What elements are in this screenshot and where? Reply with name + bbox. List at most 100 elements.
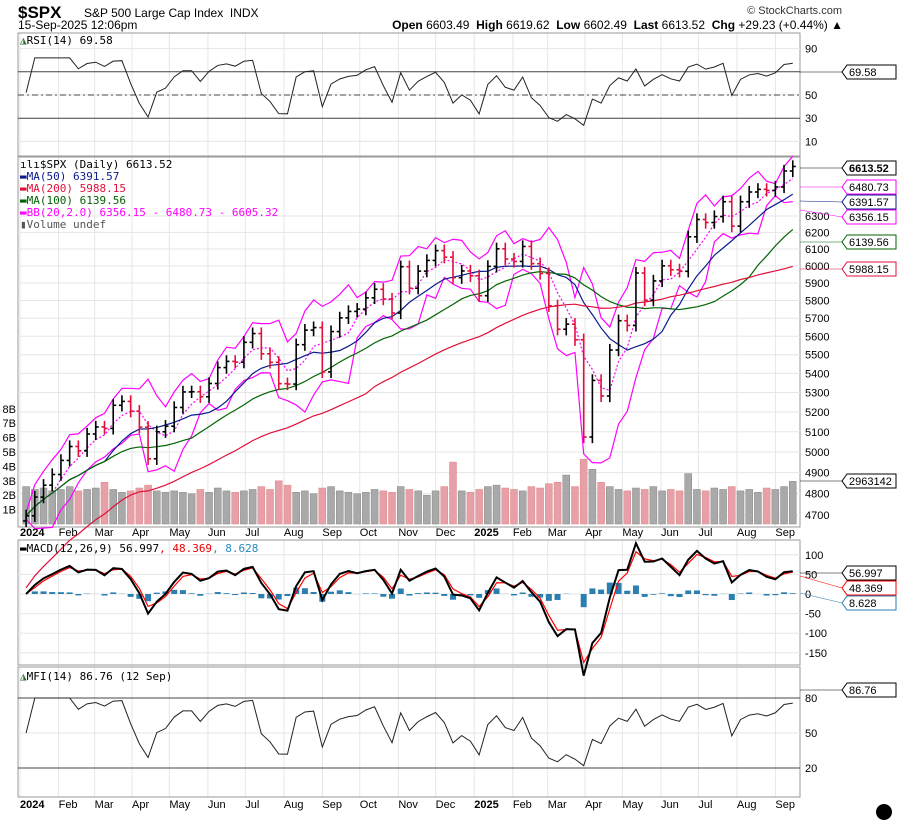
ohlc-bar	[136, 405, 143, 434]
ohlc-bar	[267, 347, 274, 369]
macd-line	[25, 540, 793, 676]
volume-bar	[632, 487, 640, 525]
bollinger-upper-band	[25, 155, 794, 513]
volume-bar	[440, 486, 449, 525]
volume-bar	[701, 490, 710, 525]
volume-bar	[396, 486, 405, 525]
volume-value-tag-box	[841, 473, 897, 489]
rsi-value-tag: 69.58	[800, 64, 897, 80]
mfi-legend: ◮MFI(14) 86.76 (12 Sep)	[20, 670, 172, 683]
ohlc-bar	[615, 314, 622, 357]
macd-histogram-bar	[397, 588, 404, 594]
ohlc-bar	[336, 311, 343, 338]
macd-histogram-bar	[606, 582, 613, 594]
ohlc-bar	[563, 318, 570, 336]
volume-legend: ▮Volume undef	[20, 219, 278, 231]
date-axis-label: Feb	[513, 527, 532, 539]
volume-bar	[466, 492, 475, 525]
volume-bar	[780, 486, 788, 525]
volume-bar	[449, 461, 457, 525]
date-axis-label: May	[169, 527, 190, 539]
ohlc-bar	[31, 490, 38, 522]
ohlc-bar	[162, 420, 169, 438]
ohlc-bar	[371, 283, 378, 304]
rsi-value-tag-box	[841, 64, 897, 80]
macd-histogram-bar	[66, 592, 73, 594]
date-axis-label: May	[169, 799, 190, 811]
volume-bar	[431, 490, 440, 525]
macd-histogram-bar	[415, 593, 422, 594]
date-axis-label: Dec	[436, 799, 456, 811]
ohlc-bar	[23, 509, 30, 528]
ticker-name: S&P 500 Large Cap Index INDX	[84, 6, 259, 20]
ohlc-bar	[49, 468, 56, 492]
price-axis-label: 6000	[805, 261, 829, 273]
chart-settings-dot[interactable]	[876, 804, 892, 820]
ohlc-bar	[284, 377, 291, 391]
ohlc-bar	[728, 195, 735, 233]
volume-bar	[693, 489, 701, 525]
ohlc-bar	[423, 254, 430, 278]
ma50-line	[25, 193, 794, 517]
macd-histogram-bar	[624, 590, 631, 594]
macd-histogram-bar	[188, 593, 195, 594]
macd-histogram-bar	[702, 594, 709, 596]
price-axis-label: 5500	[805, 350, 829, 362]
date-axis-label: Feb	[513, 799, 532, 811]
macd-histogram-bar	[449, 594, 456, 600]
ohlc-bar	[737, 195, 744, 233]
date-axis-label: Jun	[208, 799, 226, 811]
ohlc-bar	[606, 343, 613, 403]
volume-bar	[475, 489, 483, 525]
macd-histogram-bar	[693, 590, 700, 594]
bollinger-lower-band	[25, 194, 793, 530]
volume-bar	[309, 493, 318, 525]
ohlc-bar	[537, 257, 544, 280]
mfi-legend-icon: ◮	[20, 670, 27, 683]
macd-histogram-bar	[650, 594, 657, 595]
ohlc-bar	[127, 395, 134, 418]
macd-histogram-bar	[432, 592, 439, 594]
macd-histogram-bar	[110, 592, 117, 594]
macd-axis-label: 50	[805, 569, 817, 581]
price-axis-label: 5800	[805, 295, 829, 307]
volume-bar	[789, 481, 797, 525]
ma50-value-tag-leader	[799, 200, 843, 203]
ohlc-bar	[685, 230, 692, 278]
volume-bar	[510, 489, 518, 525]
macd-histogram-bar	[676, 594, 683, 598]
panel-frame	[17, 539, 801, 666]
mfi-value-tag-text: 86.76	[849, 685, 877, 697]
date-axis-label: May	[622, 527, 643, 539]
volume-bar	[545, 483, 553, 525]
volume-bar	[179, 492, 187, 525]
price-axis-label: 5300	[805, 388, 829, 400]
volume-bar	[362, 492, 370, 525]
volume-bar	[126, 490, 135, 525]
ohlc-bar	[310, 321, 317, 337]
volume-bar	[640, 489, 649, 525]
volume-axis-label: 2B	[3, 490, 16, 502]
ma50-value-tag: 6391.57	[799, 194, 897, 210]
volume-bar	[588, 469, 597, 525]
ohlc-bar	[720, 195, 727, 223]
volume-bar	[484, 486, 492, 525]
macd-legend-text: MACD(12,26,9) 56.997	[26, 542, 160, 555]
macd-value-tag-box	[841, 565, 897, 581]
signal-value-tag-leader	[799, 575, 843, 589]
volume-bar	[353, 493, 361, 525]
ohlc-bar	[510, 252, 517, 268]
date-axis-label: Jun	[208, 527, 226, 539]
ohlc-bar	[301, 324, 308, 351]
date-axis-label: Feb	[59, 799, 78, 811]
volume-bar	[501, 487, 510, 525]
ma100-value-tag-text: 6139.56	[849, 237, 889, 249]
volume-value-tag-text: 2963142	[849, 476, 892, 488]
histogram-value-tag-leader	[799, 592, 843, 604]
volume-bar	[57, 489, 65, 525]
price-axis-label: 5000	[805, 447, 829, 459]
stockcharts-brand[interactable]: © StockCharts.com	[747, 5, 842, 17]
macd-histogram-bar	[136, 594, 143, 599]
macd-histogram-bar	[476, 594, 483, 598]
